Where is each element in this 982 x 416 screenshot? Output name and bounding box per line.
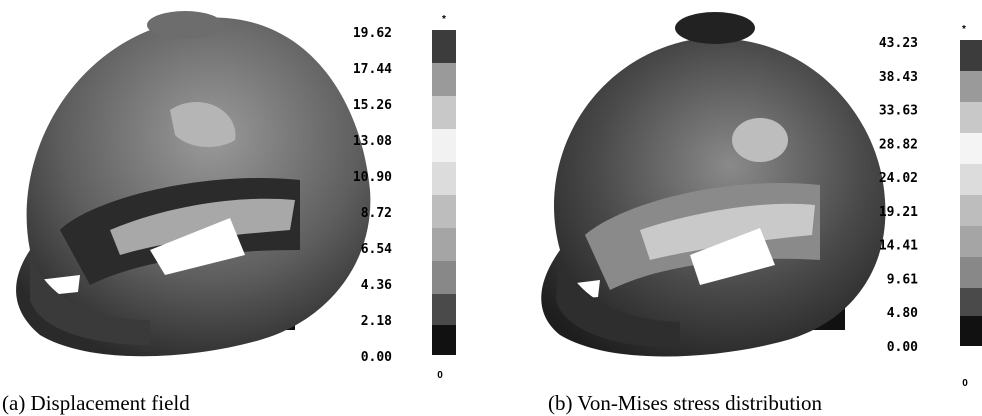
scale-label: 6.54: [361, 242, 392, 257]
colorbar-b: [960, 40, 982, 346]
bar-top-mark: *: [962, 24, 966, 35]
scale-label: 28.82: [879, 137, 918, 152]
caption: (a) Displacement field: [2, 391, 190, 415]
bar-top-mark: *: [442, 14, 446, 25]
scale-label: 17.44: [353, 62, 392, 77]
scale-label: 15.26: [353, 98, 392, 113]
scale-label: 4.36: [361, 278, 392, 293]
scale-label: 2.18: [361, 314, 392, 329]
scale-label: 9.61: [887, 272, 918, 287]
scale-label: 24.02: [879, 171, 918, 186]
scale-label: 19.62: [353, 26, 392, 41]
scale-label: 14.41: [879, 239, 918, 254]
helmet-a: [16, 11, 370, 356]
caption: (b) Von-Mises stress distribution: [548, 391, 822, 415]
scale-label: 8.72: [361, 206, 392, 221]
scale-label: 0.00: [887, 340, 918, 355]
scale-label: 10.90: [353, 170, 392, 185]
scale-label: 0.00: [361, 350, 392, 365]
figure: * 0 * 0 (a) Displacement field (b) Von-M…: [0, 0, 982, 416]
scale-label: 33.63: [879, 104, 918, 119]
bar-bottom-mark: 0: [437, 370, 443, 381]
scale-label: 13.08: [353, 134, 392, 149]
bar-bottom-mark: 0: [962, 378, 968, 389]
scale-label: 4.80: [887, 306, 918, 321]
colorbar-a: [432, 30, 456, 355]
helmet-b: [541, 12, 885, 357]
scale-label: 38.43: [879, 70, 918, 85]
scale-label: 43.23: [879, 36, 918, 51]
scale-label: 19.21: [879, 205, 918, 220]
